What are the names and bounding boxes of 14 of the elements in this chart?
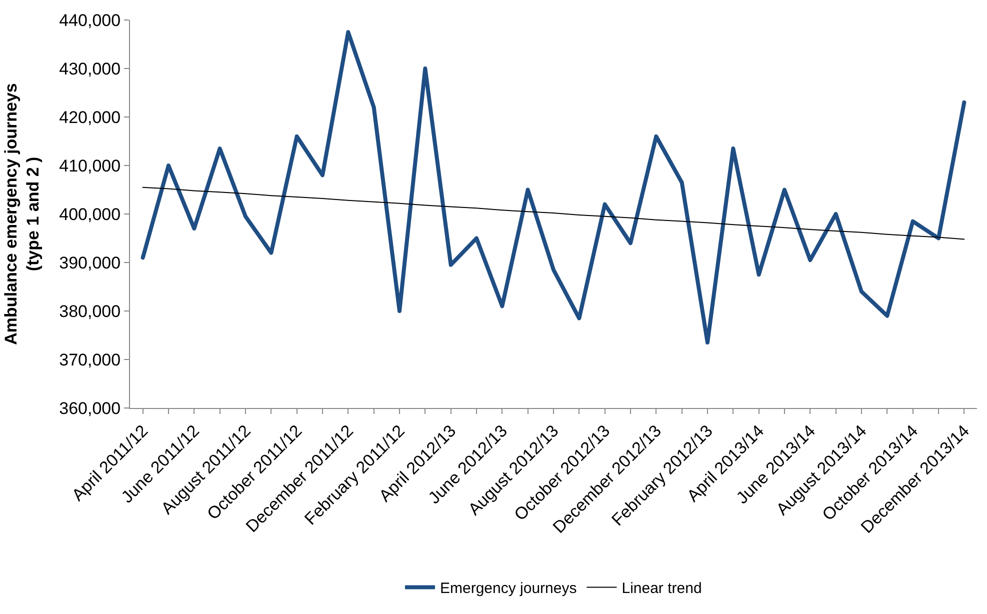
- y-tick-label: 390,000: [59, 253, 121, 272]
- line-series: [140, 30, 966, 345]
- y-tick-label: 370,000: [59, 350, 121, 370]
- y-tick-label: 430,000: [59, 59, 121, 78]
- y-tick-label: 380,000: [59, 302, 121, 321]
- y-tick-label: 420,000: [59, 108, 121, 127]
- y-tick-label: 440,000: [59, 10, 121, 30]
- legend-label: Emergency journeys: [440, 580, 577, 598]
- y-tick-label: 360,000: [59, 398, 121, 418]
- y-tick-label: 410,000: [59, 156, 121, 176]
- legend-label: Linear trend: [622, 580, 702, 598]
- y-tick-label: 400,000: [59, 204, 121, 224]
- line-series: [142, 186, 965, 240]
- y-axis-title: Ambulance emergency journeys (type 1 and 2 ): [2, 83, 43, 345]
